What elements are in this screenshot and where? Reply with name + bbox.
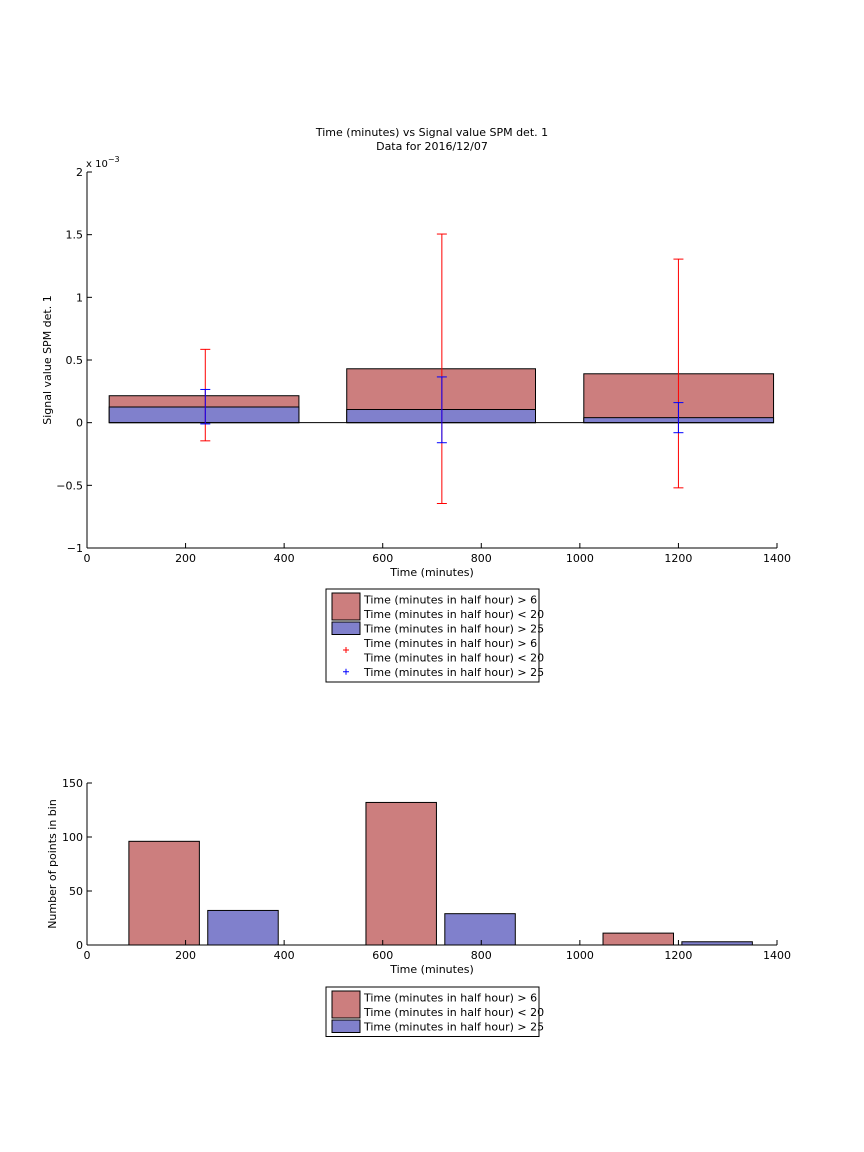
x-tick-label: 1200	[664, 949, 692, 962]
x-tick-label: 1400	[763, 552, 791, 565]
x-tick-label: 200	[175, 552, 196, 565]
bar	[444, 913, 516, 946]
bar	[207, 909, 279, 946]
y-tick-label: 0	[76, 939, 83, 952]
bar	[128, 840, 200, 946]
legend-label: Time (minutes in half hour) < 20	[363, 1006, 544, 1019]
x-tick-label: 800	[471, 949, 492, 962]
x-tick-label: 0	[84, 552, 91, 565]
chart-subtitle: Data for 2016/12/07	[376, 140, 488, 153]
bar	[108, 406, 300, 424]
legend-swatch	[331, 990, 361, 1019]
bar	[365, 801, 437, 946]
y-tick-label: 150	[62, 777, 83, 790]
plot-area: 0 200 400 600 800 1000 1200 1400 −1 −0.5 0 0.5 1 1.5 2	[56, 166, 791, 565]
y-tick-label: 100	[62, 831, 83, 844]
y-axis-label: Number of points in bin	[46, 799, 59, 929]
x-tick-label: 0	[84, 949, 91, 962]
x-tick-label: 800	[471, 552, 492, 565]
exponent-label: x 10−3	[86, 155, 120, 170]
chart-title: Time (minutes) vs Signal value SPM det. …	[315, 126, 548, 139]
bar	[346, 409, 536, 424]
x-tick-label: 1200	[664, 552, 692, 565]
bar	[602, 932, 674, 946]
legend-label: Time (minutes in half hour) < 20	[363, 608, 544, 621]
count-chart: 0 200 400 600 800 1000 1200 1400 0 50 100 150 Time …	[46, 777, 791, 1037]
x-axis-label: Time (minutes)	[389, 566, 474, 579]
legend-label: Time (minutes in half hour) > 6	[363, 594, 537, 607]
legend-label: Time (minutes in half hour) < 20	[363, 652, 544, 665]
legend-label: Time (minutes in half hour) > 25	[363, 623, 544, 636]
y-tick-label: 1.5	[66, 229, 84, 242]
exponent-base: x 10	[86, 159, 108, 170]
y-tick-label: 0.5	[66, 354, 84, 367]
x-tick-label: 600	[372, 552, 393, 565]
legend-box	[325, 986, 540, 1037]
y-axis-label: Signal value SPM det. 1	[41, 295, 54, 425]
x-tick-label: 1400	[763, 949, 791, 962]
x-tick-label: 1000	[566, 552, 594, 565]
legend-label: Time (minutes in half hour) > 6	[363, 637, 537, 650]
legend-label: Time (minutes in half hour) > 6	[363, 992, 537, 1005]
x-axis-label: Time (minutes)	[389, 963, 474, 976]
x-tick-label: 400	[274, 552, 295, 565]
x-tick-label: 1000	[566, 949, 594, 962]
signal-chart: Time (minutes) vs Signal value SPM det. …	[41, 126, 791, 683]
legend-label: Time (minutes in half hour) > 25	[363, 1021, 544, 1034]
legend-swatch	[331, 1019, 361, 1033]
y-tick-label: 0	[76, 417, 83, 430]
y-tick-label: 1	[76, 291, 83, 304]
y-tick-label: −1	[67, 542, 83, 555]
legend-box	[325, 588, 540, 683]
x-tick-label: 600	[372, 949, 393, 962]
y-tick-label: −0.5	[56, 479, 83, 492]
y-tick-label: 50	[69, 885, 83, 898]
legend-swatch	[331, 621, 361, 635]
x-tick-label: 200	[175, 949, 196, 962]
exponent-power: −3	[108, 155, 120, 164]
plot-area: 0 200 400 600 800 1000 1200 1400 0 50 100 150	[62, 777, 791, 962]
y-tick-label: 2	[76, 166, 83, 179]
legend-label: Time (minutes in half hour) > 25	[363, 666, 544, 679]
legend-swatch	[331, 592, 361, 621]
x-tick-label: 400	[274, 949, 295, 962]
